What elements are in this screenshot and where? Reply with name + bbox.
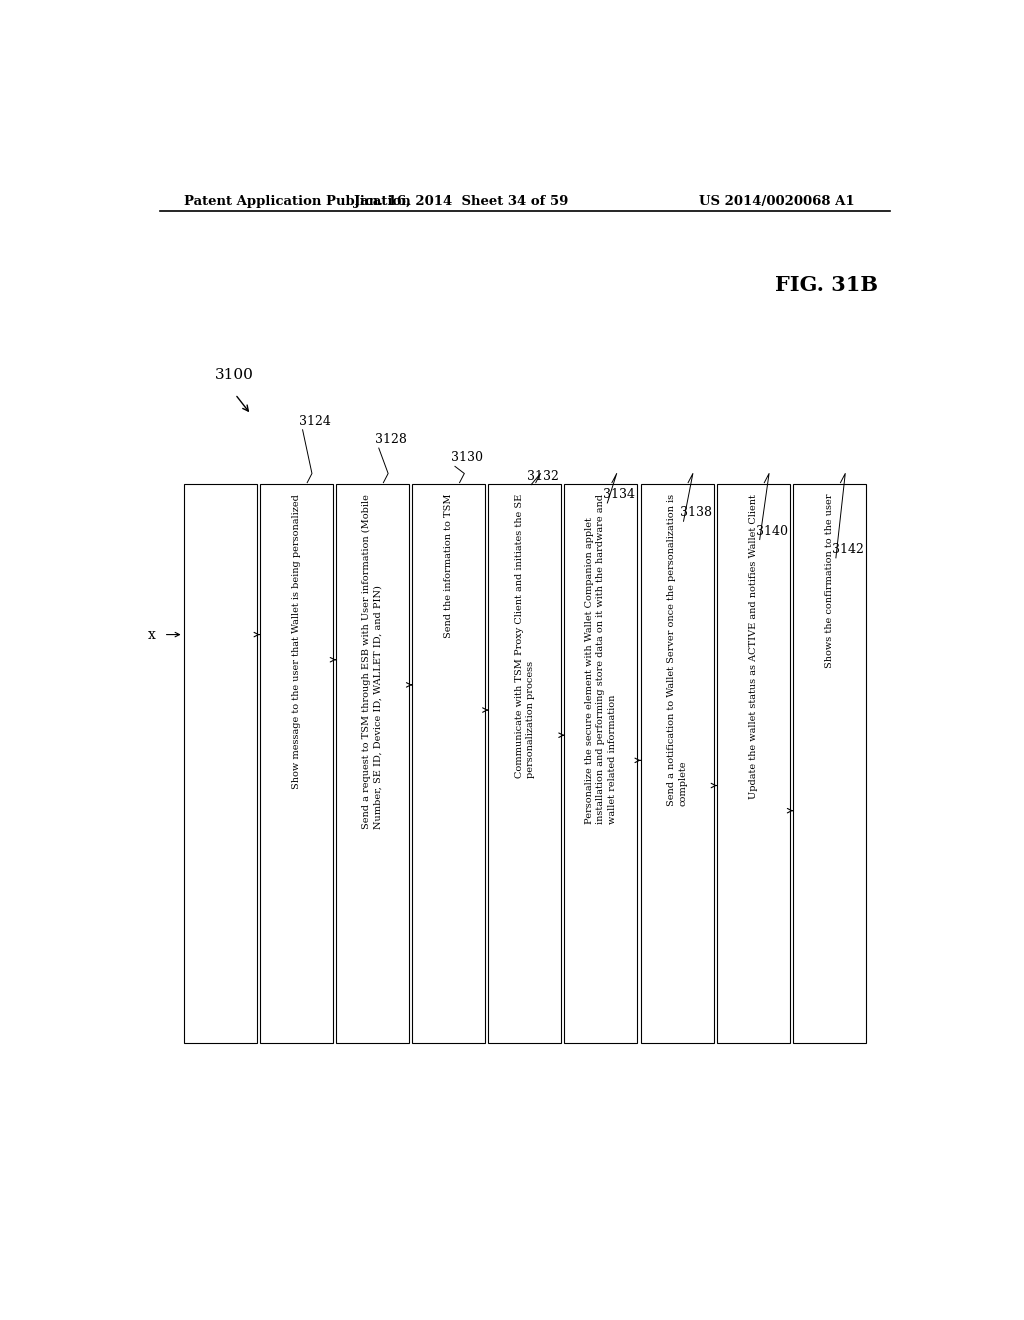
Text: Show message to the user that Wallet is being personalized: Show message to the user that Wallet is … — [292, 494, 301, 788]
Bar — [336, 483, 409, 1043]
Text: Send a notification to Wallet Server once the personalization is
complete: Send a notification to Wallet Server onc… — [667, 494, 687, 807]
Text: 3100: 3100 — [215, 368, 254, 381]
Text: Send a request to TSM through ESB with User information (Mobile
Number, SE ID, D: Send a request to TSM through ESB with U… — [362, 494, 383, 829]
Text: Send the information to TSM: Send the information to TSM — [444, 494, 453, 639]
Bar — [488, 483, 561, 1043]
Text: FIG. 31B: FIG. 31B — [775, 276, 878, 296]
Text: 3134: 3134 — [603, 488, 635, 500]
Bar — [641, 483, 714, 1043]
Bar — [183, 483, 257, 1043]
Bar — [793, 483, 866, 1043]
Text: 3142: 3142 — [831, 543, 864, 556]
Text: 3132: 3132 — [527, 470, 559, 483]
Text: Personalize the secure element with Wallet Companion applet
installation and per: Personalize the secure element with Wall… — [586, 494, 616, 824]
Text: Communicate with TSM Proxy Client and initiates the SE
personalization process: Communicate with TSM Proxy Client and in… — [515, 494, 535, 777]
Bar — [260, 483, 333, 1043]
Text: 3124: 3124 — [299, 414, 331, 428]
Text: 3130: 3130 — [451, 451, 483, 465]
Text: Patent Application Publication: Patent Application Publication — [183, 194, 411, 207]
Bar — [564, 483, 638, 1043]
Bar — [717, 483, 790, 1043]
Text: Shows the confirmation to the user: Shows the confirmation to the user — [825, 494, 834, 668]
Text: x: x — [147, 627, 156, 642]
Text: Update the wallet status as ACTIVE and notifies Wallet Client: Update the wallet status as ACTIVE and n… — [749, 494, 758, 799]
Text: Jan. 16, 2014  Sheet 34 of 59: Jan. 16, 2014 Sheet 34 of 59 — [354, 194, 568, 207]
Text: 3128: 3128 — [375, 433, 407, 446]
Bar — [412, 483, 485, 1043]
Text: 3140: 3140 — [756, 524, 787, 537]
Text: 3138: 3138 — [680, 507, 712, 519]
Text: US 2014/0020068 A1: US 2014/0020068 A1 — [699, 194, 855, 207]
